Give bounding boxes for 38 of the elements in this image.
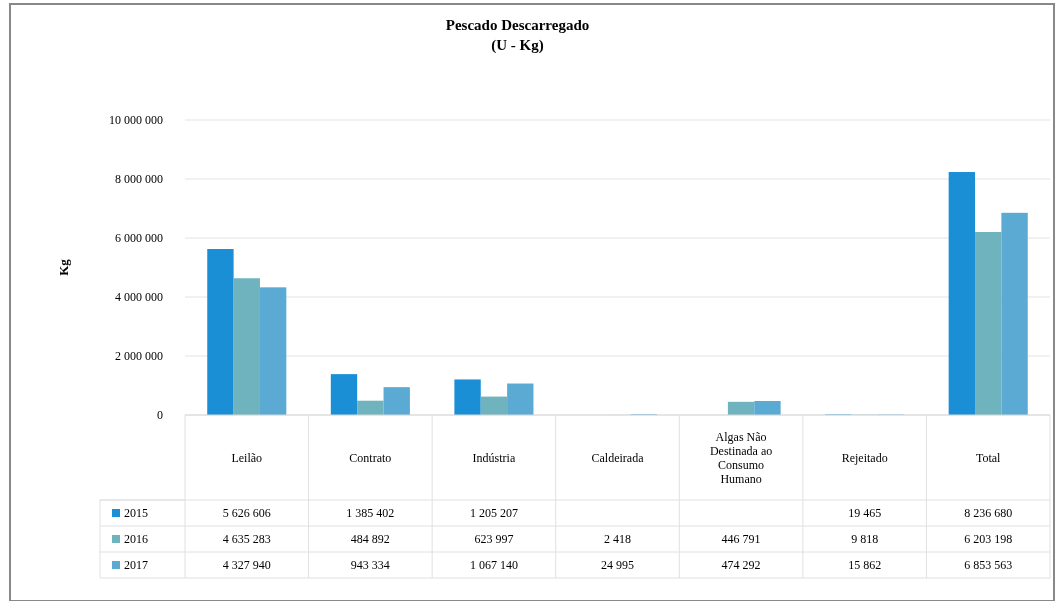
data-label: 1 385 402 [346, 506, 395, 521]
chart-subtitle: (U - Kg) [491, 37, 544, 54]
data-label: 623 997 [474, 532, 514, 547]
data-label: 24 995 [601, 558, 634, 573]
data-label: 19 465 [848, 506, 882, 521]
y-tick-label: 8 000 000 [115, 172, 163, 187]
data-label: 4 327 940 [222, 558, 271, 573]
y-tick-label: 4 000 000 [115, 290, 163, 305]
data-label: 943 334 [350, 558, 390, 573]
data-label: 2 418 [604, 532, 631, 547]
data-label: 1 205 207 [469, 506, 518, 521]
data-label: 484 892 [350, 532, 390, 547]
data-label: 8 236 680 [964, 506, 1013, 521]
x-tick-label: Rejeitado [841, 450, 888, 465]
y-axis-title: Kg [56, 258, 71, 276]
legend-label: 2015 [124, 506, 148, 521]
data-label: 6 853 563 [964, 558, 1013, 573]
y-tick-label: 0 [157, 408, 163, 423]
x-tick-label: Total [975, 450, 1002, 465]
data-label: 6 203 198 [964, 532, 1013, 547]
data-label: 474 292 [721, 558, 761, 573]
data-label: 15 862 [848, 558, 882, 573]
x-tick-label: Algas Não Destinada ao Consumo Humano [709, 429, 773, 486]
x-tick-label: Indústria [472, 450, 516, 465]
data-label: 4 635 283 [222, 532, 271, 547]
x-tick-label: Caldeirada [591, 450, 645, 465]
data-label: 1 067 140 [469, 558, 518, 573]
data-label: 446 791 [721, 532, 761, 547]
y-tick-label: 10 000 000 [109, 113, 163, 128]
y-tick-label: 6 000 000 [115, 231, 163, 246]
chart-title: Pescado Descarregado [445, 17, 590, 33]
data-label: 9 818 [851, 532, 879, 547]
data-label: 5 626 606 [222, 506, 271, 521]
x-tick-label: Leilão [231, 450, 263, 465]
x-tick-label: Contrato [349, 450, 392, 465]
legend-label: 2016 [124, 532, 148, 547]
y-tick-label: 2 000 000 [115, 349, 163, 364]
legend-label: 2017 [124, 558, 148, 573]
